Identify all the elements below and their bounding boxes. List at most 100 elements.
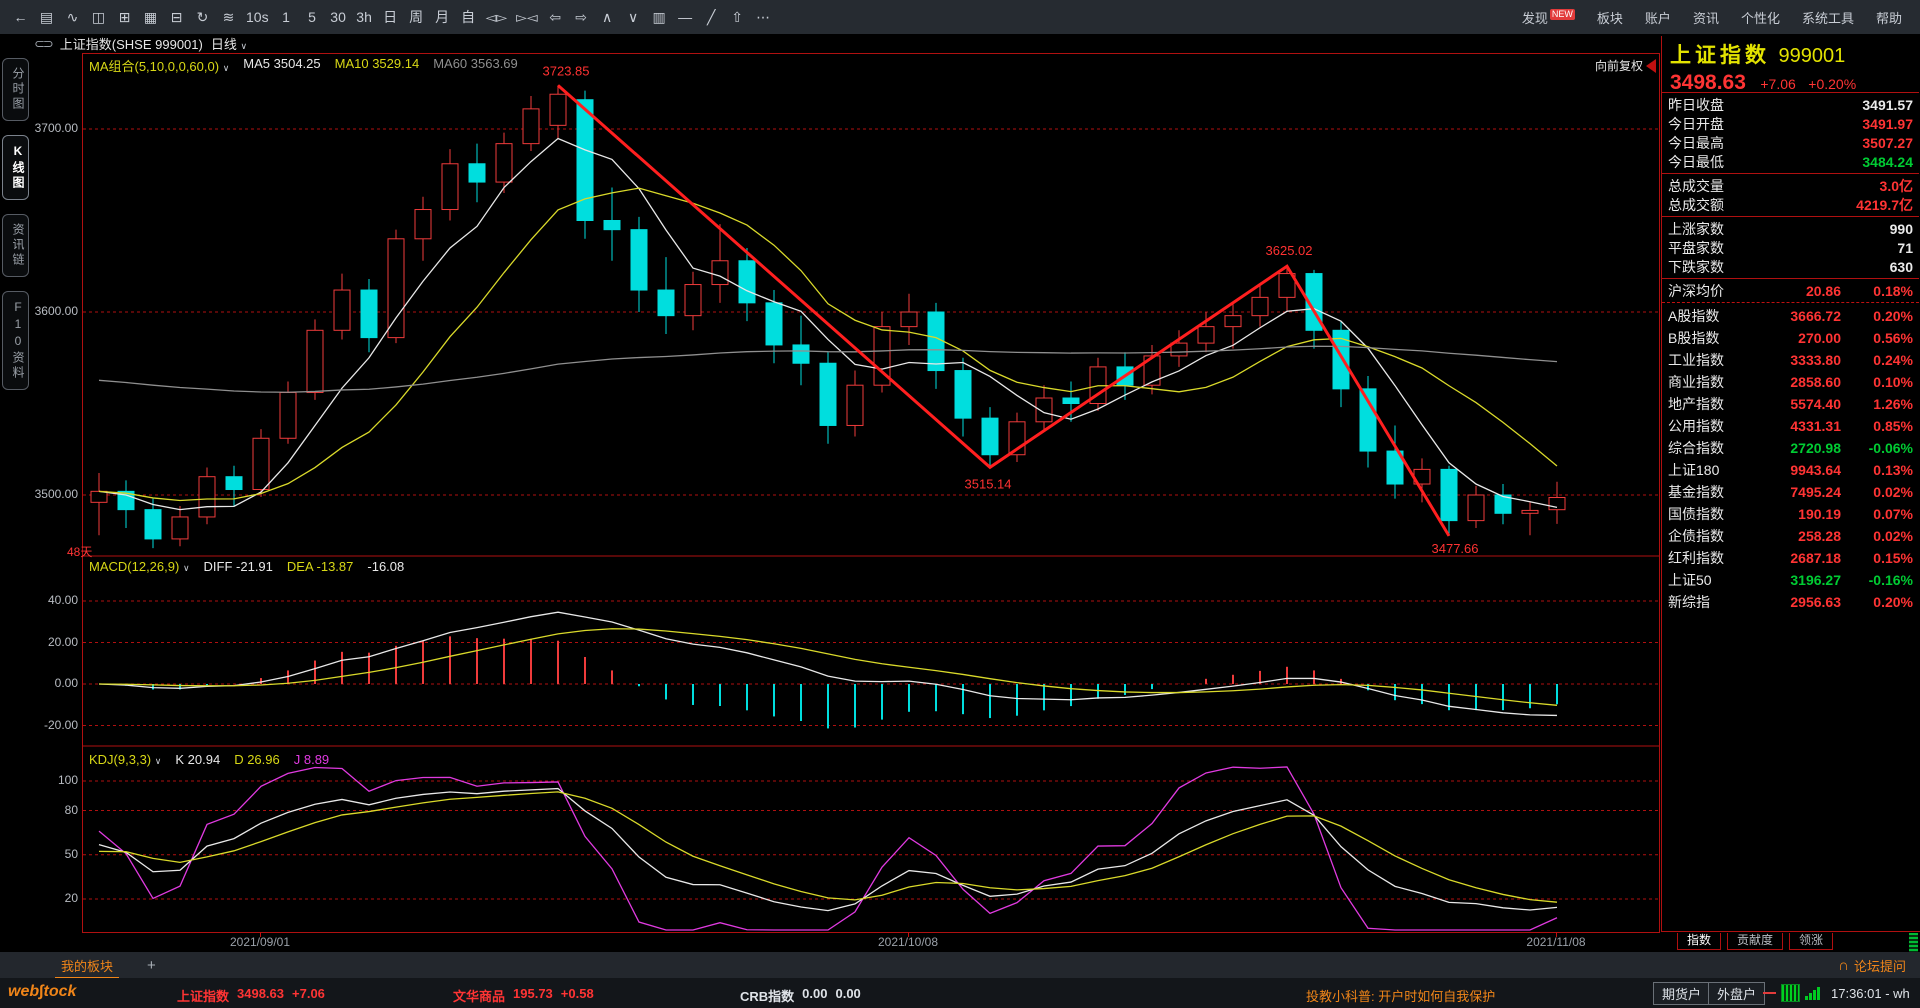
date-label: 2021/09/01 <box>229 935 291 949</box>
menu-item-板块[interactable]: 板块 <box>1597 8 1623 27</box>
multi-chart-icon[interactable]: ⊞ <box>118 9 131 25</box>
quote-row[interactable]: 基金指数 7495.24 0.02% <box>1662 481 1919 503</box>
green-dots-indicator <box>1909 933 1918 955</box>
quote-list-icon[interactable]: ▤ <box>39 9 54 25</box>
refresh-icon[interactable]: ↻ <box>196 9 209 25</box>
quote-row[interactable]: A股指数 3666.72 0.20% <box>1662 305 1919 327</box>
arrow-up-icon[interactable]: ⇧ <box>731 9 744 25</box>
quote-row[interactable]: 沪深均价 20.86 0.18% <box>1662 281 1919 300</box>
quote-row[interactable]: 上证180 9943.64 0.13% <box>1662 459 1919 481</box>
period-selector[interactable]: 日线 ∨ <box>210 37 248 52</box>
forum-ask-button[interactable]: ∩ 论坛提问 <box>1838 956 1906 974</box>
quote-row[interactable]: 商业指数 2858.60 0.10% <box>1662 371 1919 393</box>
investor-education-notice[interactable]: 投教小科普: 开户时如何自我保护 <box>1306 989 1496 1004</box>
period-10s-button[interactable]: 10s <box>246 9 269 25</box>
panel-grid-icon[interactable]: ▥ <box>652 9 666 25</box>
menu-item-账户[interactable]: 账户 <box>1645 8 1671 27</box>
quote-row[interactable]: 新综指 2956.63 0.20% <box>1662 591 1919 613</box>
nav-left-icon[interactable]: ⇦ <box>549 9 562 25</box>
save-icon[interactable]: ⊟ <box>170 9 183 25</box>
nav-up-icon[interactable]: ∧ <box>602 9 613 25</box>
toolbar-menu: 发现 NEW 板块 账户 资讯 个性化 系统工具 帮助 <box>1522 8 1920 27</box>
link-icon: ⊂⊃ <box>34 35 54 51</box>
quote-row[interactable]: 平盘家数 71 <box>1662 238 1919 257</box>
date-tick <box>260 932 261 937</box>
quote-panel-tabs: 指数 贡献度 领涨 <box>1661 931 1920 955</box>
board-chart-icon[interactable]: ▦ <box>143 9 158 25</box>
edit-indicator-icon[interactable]: ≋ <box>222 9 235 25</box>
quote-row[interactable]: 国债指数 190.19 0.07% <box>1662 503 1919 525</box>
chart-title: 上证指数(SHSE 999001) <box>59 37 203 52</box>
price-change: +7.06 <box>1760 76 1796 92</box>
quote-row[interactable]: 总成交量 3.0亿 <box>1662 176 1919 195</box>
quote-row[interactable]: 下跌家数 630 <box>1662 257 1919 276</box>
quote-row-pct: 0.56% <box>1873 330 1913 346</box>
quote-tab-指数[interactable]: 指数 <box>1677 933 1722 950</box>
quote-row[interactable]: 企债指数 258.28 0.02% <box>1662 525 1919 547</box>
quote-row[interactable]: 今日最低 3484.24 <box>1662 152 1919 171</box>
quote-row-value: 2858.60 <box>1790 374 1841 390</box>
sidebar-tab-资讯链[interactable]: 资讯链 <box>2 214 29 277</box>
period-1-button[interactable]: 1 <box>282 9 290 25</box>
tab-my-board[interactable]: 我的板块 <box>55 952 120 979</box>
quote-row[interactable]: 总成交额 4219.7亿 <box>1662 195 1919 214</box>
period-3h-button[interactable]: 3h <box>356 9 372 25</box>
overseas-account-button[interactable]: 外盘户 <box>1708 982 1766 1005</box>
quote-row-label: 上涨家数 <box>1668 220 1724 237</box>
quote-row[interactable]: 上涨家数 990 <box>1662 219 1919 238</box>
quote-row[interactable]: 地产指数 5574.40 1.26% <box>1662 393 1919 415</box>
period-custom-button[interactable]: 自 <box>461 9 476 25</box>
chevron-down-icon: ∨ <box>240 41 248 51</box>
quote-tab-贡献度[interactable]: 贡献度 <box>1727 933 1784 950</box>
quote-row-label: 总成交量 <box>1668 177 1724 194</box>
candlestick-chart[interactable]: 3723.85 3515.14 3625.02 3477.66 <box>83 54 1659 932</box>
quote-row[interactable]: 公用指数 4331.31 0.85% <box>1662 415 1919 437</box>
menu-item-label: 系统工具 <box>1801 10 1854 26</box>
sidebar-tab-K线图[interactable]: K线图 <box>2 135 29 200</box>
menu-item-系统工具[interactable]: 系统工具 <box>1802 8 1854 27</box>
quote-row[interactable]: B股指数 270.00 0.56% <box>1662 327 1919 349</box>
menu-item-发现[interactable]: 发现 NEW <box>1522 8 1575 27</box>
quote-row[interactable]: 红利指数 2687.18 0.15% <box>1662 547 1919 569</box>
compress-icon[interactable]: ◅▻ <box>485 9 508 25</box>
quote-row[interactable]: 上证50 3196.27 -0.16% <box>1662 569 1919 591</box>
candlestick-icon[interactable]: ◫ <box>91 9 106 25</box>
nav-right-icon[interactable]: ⇨ <box>575 9 588 25</box>
period-30-button[interactable]: 30 <box>330 9 346 25</box>
ticker-label: CRB指数 <box>740 989 795 1004</box>
quote-row[interactable]: 昨日收盘 3491.57 <box>1662 95 1919 114</box>
chart-panels[interactable]: 3723.85 3515.14 3625.02 3477.66 MA组合(5,10,0… <box>67 53 1660 933</box>
sidebar-tab-分时图[interactable]: 分时图 <box>2 58 29 121</box>
forward-adjust-flag[interactable]: 向前复权 <box>1595 57 1656 74</box>
quote-row[interactable]: 工业指数 3333.80 0.24% <box>1662 349 1919 371</box>
expand-icon[interactable]: ▻◅ <box>516 9 538 25</box>
nav-down-icon[interactable]: ∨ <box>628 9 639 25</box>
menu-item-个性化[interactable]: 个性化 <box>1741 8 1780 27</box>
add-board-button[interactable]: + <box>147 956 156 974</box>
quote-row[interactable]: 综合指数 2720.98 -0.06% <box>1662 437 1919 459</box>
quote-row[interactable]: 今日开盘 3491.97 <box>1662 114 1919 133</box>
menu-item-资讯[interactable]: 资讯 <box>1693 8 1719 27</box>
period-5-button[interactable]: 5 <box>308 9 316 25</box>
line-chart-icon[interactable]: ∿ <box>66 9 79 25</box>
menu-item-label: 发现 <box>1521 10 1548 26</box>
quote-tab-领涨[interactable]: 领涨 <box>1789 933 1834 950</box>
back-icon[interactable]: ← <box>13 9 28 25</box>
quote-header: 上证指数 999001 <box>1662 36 1920 69</box>
draw-line-icon[interactable]: ╱ <box>706 9 716 25</box>
more-icon[interactable]: ⋯ <box>756 9 771 25</box>
quote-row-value: 3484.24 <box>1862 153 1913 170</box>
quote-row[interactable]: 今日最高 3507.27 <box>1662 133 1919 152</box>
sidebar-tab-F10资料[interactable]: F10资料 <box>2 291 29 390</box>
period-week-button[interactable]: 周 <box>409 9 424 25</box>
period-month-button[interactable]: 月 <box>435 9 450 25</box>
minus-icon[interactable]: — <box>678 9 693 25</box>
quote-row-label: 今日开盘 <box>1668 115 1724 132</box>
quote-row-pct: 0.13% <box>1873 462 1913 478</box>
futures-account-button[interactable]: 期货户 <box>1653 982 1711 1005</box>
ticker-label: 上证指数 <box>177 989 230 1004</box>
period-day-button[interactable]: 日 <box>383 9 398 25</box>
axis-tick-label: 0.00 <box>54 676 78 690</box>
menu-item-帮助[interactable]: 帮助 <box>1876 8 1902 27</box>
